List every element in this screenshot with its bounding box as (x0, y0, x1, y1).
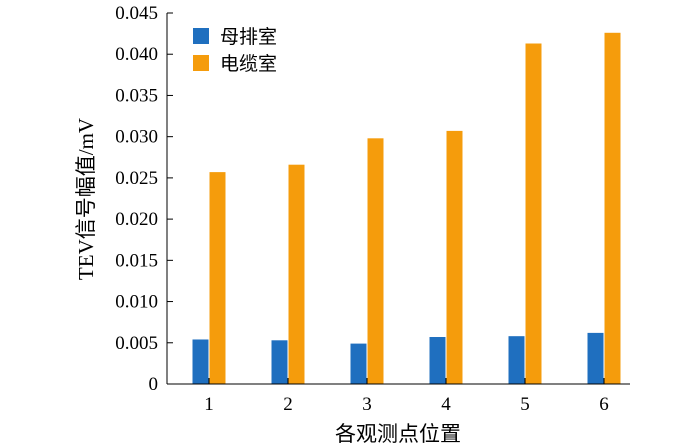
bar-series1-1 (192, 339, 209, 384)
y-tick-label: 0.035 (115, 85, 158, 106)
x-tick-label: 2 (283, 394, 293, 415)
bar-series2-5 (525, 43, 542, 384)
bar-series2-1 (209, 172, 226, 384)
legend-swatch-dianlanshi (193, 55, 209, 71)
x-tick-label: 5 (520, 394, 530, 415)
y-tick-label: 0.015 (115, 250, 158, 271)
axes (166, 13, 630, 385)
y-tick-label: 0.005 (115, 333, 158, 354)
x-tick-label: 3 (362, 394, 372, 415)
bar-series1-6 (587, 332, 604, 384)
bar-series1-3 (350, 343, 367, 384)
bar-series1-4 (429, 337, 446, 384)
bar-series1-2 (271, 340, 288, 384)
bar-series2-6 (604, 32, 621, 384)
bar-series2-2 (288, 164, 305, 384)
bar-series2-3 (367, 138, 384, 384)
legend-swatch-muxpaishi (193, 28, 209, 44)
legend-label-dianlanshi: 电缆室 (220, 53, 277, 75)
y-axis-label: TEV信号幅值/mV (74, 118, 98, 280)
y-tick-label: 0 (149, 374, 159, 395)
y-ticks: 0 0.005 0.010 0.015 0.020 0.025 0.030 0.035 0.04… (115, 3, 173, 395)
bar-series2-4 (446, 130, 463, 384)
bars-layer (192, 32, 621, 384)
y-tick-label: 0.025 (115, 168, 158, 189)
y-tick-label: 0.010 (115, 292, 158, 313)
y-tick-label: 0.040 (115, 44, 158, 65)
legend: 母排室 电缆室 (193, 26, 277, 75)
legend-label-muxpaishi: 母排室 (220, 26, 277, 48)
x-tick-label: 1 (204, 394, 214, 415)
y-tick-label: 0.045 (115, 3, 158, 24)
bar-series1-5 (508, 336, 525, 384)
y-tick-label: 0.030 (115, 127, 158, 148)
x-tick-label: 4 (441, 394, 451, 415)
x-ticks: 1 2 3 4 5 6 (204, 378, 609, 415)
x-axis-label: 各观测点位置 (335, 422, 461, 445)
x-tick-label: 6 (599, 394, 609, 415)
y-tick-label: 0.020 (115, 209, 158, 230)
